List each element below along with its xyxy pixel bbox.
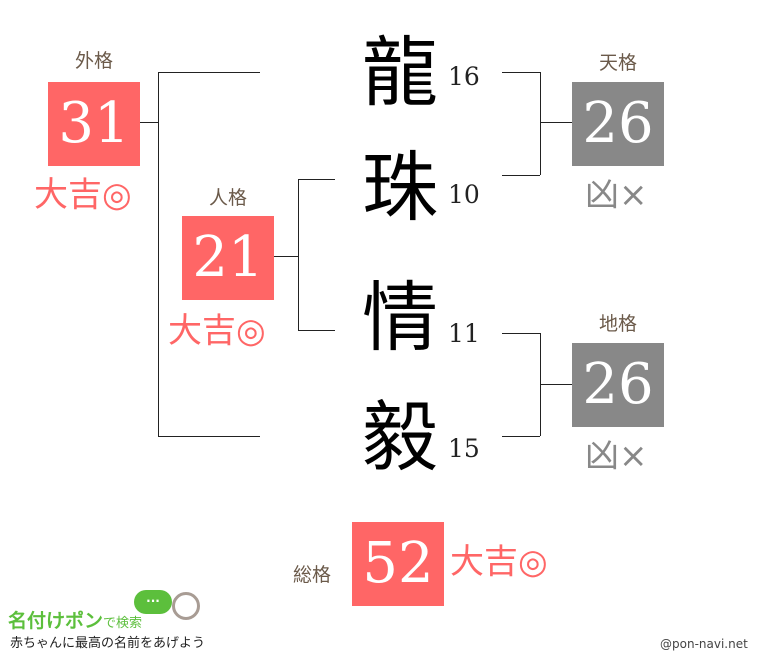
soukaku-value: 52: [352, 522, 444, 606]
chikaku-connector: [540, 384, 572, 385]
name-char-3: 情: [362, 273, 438, 362]
chikaku-result: 凶×: [585, 436, 648, 476]
jinkaku-value: 21: [182, 216, 274, 300]
gaikaku-label: 外格: [74, 50, 113, 72]
chi-bracket-bottom: [502, 436, 540, 437]
tenkaku-result: 凶×: [585, 175, 648, 215]
outer-bracket-bottom: [158, 436, 260, 437]
jinkaku-result: 大吉◎: [168, 311, 266, 351]
stroke-count-4: 15: [448, 434, 480, 463]
tenkaku-label: 天格: [598, 52, 637, 74]
logo-suffix: で検索: [103, 616, 143, 631]
stroke-count-2: 10: [448, 180, 480, 209]
logo[interactable]: 名付けポンで検索: [8, 606, 142, 633]
credit: @pon-navi.net: [660, 637, 748, 651]
stroke-count-3: 11: [448, 319, 480, 348]
logo-tagline: 赤ちゃんに最高の名前をあげよう: [10, 636, 206, 651]
inner-bracket: [298, 179, 299, 330]
name-char-1: 龍: [362, 28, 438, 117]
gaikaku-value: 31: [48, 82, 140, 166]
ten-bracket-top: [502, 72, 540, 73]
soukaku-result: 大吉◎: [450, 542, 548, 582]
jinkaku-connector: [274, 256, 298, 257]
gaikaku-result: 大吉◎: [34, 175, 132, 215]
outer-bracket-top: [158, 72, 260, 73]
outer-bracket: [158, 72, 159, 436]
gaikaku-connector: [140, 122, 158, 123]
chikaku-value: 26: [572, 343, 664, 427]
jinkaku-label: 人格: [208, 187, 247, 209]
chikaku-label: 地格: [598, 313, 637, 335]
baby-face-icon: [172, 592, 200, 620]
tenkaku-connector: [540, 122, 572, 123]
stroke-count-1: 16: [448, 62, 480, 91]
name-char-2: 珠: [362, 143, 438, 232]
tenkaku-value: 26: [572, 82, 664, 166]
name-char-4: 毅: [362, 393, 438, 482]
ten-bracket-bottom: [502, 175, 540, 176]
chi-bracket-top: [502, 333, 540, 334]
inner-bracket-bottom: [298, 330, 335, 331]
speech-bubble-icon: ...: [134, 590, 172, 614]
inner-bracket-top: [298, 179, 335, 180]
soukaku-label: 総格: [292, 564, 331, 586]
logo-title: 名付けポン: [8, 610, 104, 632]
ten-bracket: [540, 72, 541, 175]
